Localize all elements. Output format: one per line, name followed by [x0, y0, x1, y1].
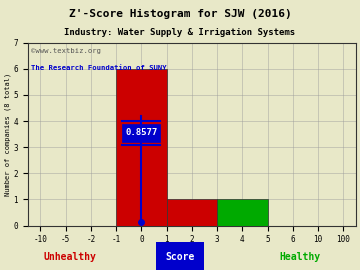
- Text: Unhealthy: Unhealthy: [43, 252, 96, 262]
- Bar: [122, 124, 160, 142]
- Text: ©www.textbiz.org: ©www.textbiz.org: [31, 48, 101, 54]
- Text: Score: Score: [165, 252, 195, 262]
- Y-axis label: Number of companies (8 total): Number of companies (8 total): [4, 73, 11, 196]
- Text: Industry: Water Supply & Irrigation Systems: Industry: Water Supply & Irrigation Syst…: [64, 28, 296, 37]
- Text: Z'-Score Histogram for SJW (2016): Z'-Score Histogram for SJW (2016): [69, 9, 291, 19]
- Bar: [167, 200, 217, 225]
- Text: The Research Foundation of SUNY: The Research Foundation of SUNY: [31, 65, 167, 71]
- Bar: [116, 69, 167, 225]
- Text: 0.8577: 0.8577: [125, 128, 157, 137]
- Text: Healthy: Healthy: [279, 252, 320, 262]
- Bar: [217, 200, 267, 225]
